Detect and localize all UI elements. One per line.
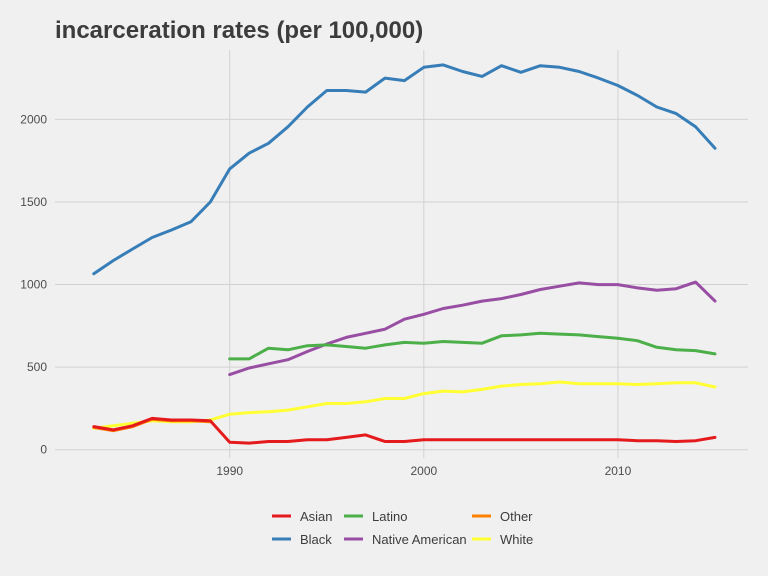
legend-label: Native American xyxy=(372,532,467,547)
legend-label: Asian xyxy=(300,509,333,524)
legend-label: Other xyxy=(500,509,533,524)
legend-label: Latino xyxy=(372,509,407,524)
x-tick-label: 2010 xyxy=(605,464,632,478)
chart-title: incarceration rates (per 100,000) xyxy=(55,17,423,44)
series-line-latino xyxy=(228,331,717,361)
x-tick-label: 2000 xyxy=(410,464,437,478)
series-lines xyxy=(92,63,717,445)
grid xyxy=(55,50,748,458)
y-tick-label: 1500 xyxy=(20,195,47,209)
series-line-black xyxy=(92,63,717,276)
series-line-native-american xyxy=(228,280,717,377)
y-tick-label: 1000 xyxy=(20,278,47,292)
legend-label: White xyxy=(500,532,533,547)
series-line-asian xyxy=(92,416,717,445)
axis-tick-labels: 0 500 1000 1500 2000 1990 2000 2010 xyxy=(20,112,631,478)
y-tick-label: 2000 xyxy=(20,112,47,126)
legend-label: Black xyxy=(300,532,332,547)
y-tick-label: 0 xyxy=(40,443,47,457)
x-tick-label: 1990 xyxy=(216,464,243,478)
y-tick-label: 500 xyxy=(27,360,47,374)
legend: Asian Latino Other Black Native American Whit… xyxy=(272,509,533,547)
